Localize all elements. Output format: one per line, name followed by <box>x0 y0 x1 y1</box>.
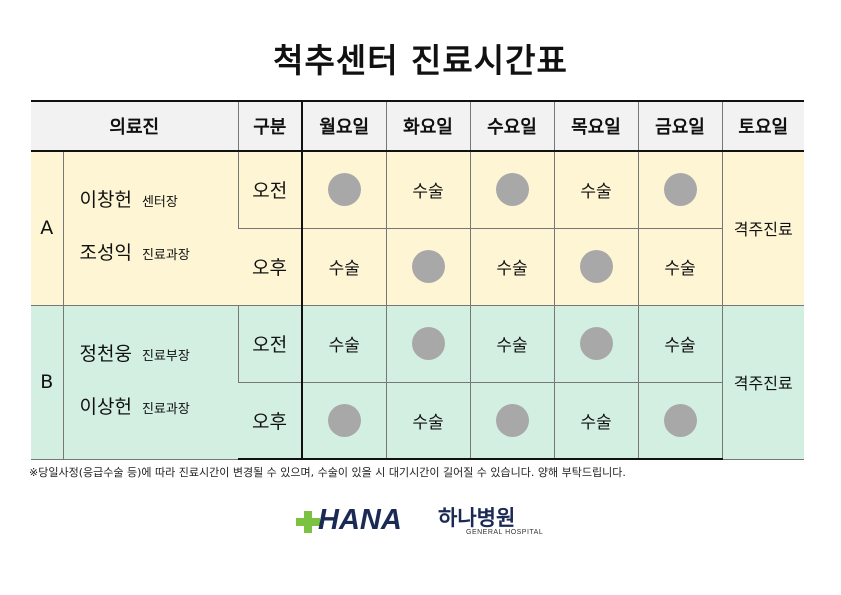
table-row: B 정천웅 진료부장 이상헌 진료과장 오전 수술 수술 수술 격주진료 <box>31 305 804 460</box>
doctor-title: 진료과장 <box>141 402 190 417</box>
header-day-mon: 월요일 <box>301 100 386 152</box>
header-day-thu: 목요일 <box>553 100 638 152</box>
slot-cell: 수술 <box>385 151 470 229</box>
schedule-table: 의료진 구분 월요일 화요일 수요일 목요일 금요일 토요일 A 이창헌 센터장 … <box>31 100 804 460</box>
clinic-dot-icon <box>327 403 361 437</box>
doctor-cell: 이창헌 센터장 조성익 진료과장 <box>62 151 238 306</box>
period-cell: 오후 <box>238 228 303 306</box>
clinic-dot-icon <box>327 173 361 207</box>
logo-brand-english: GENERAL HOSPITAL <box>466 529 544 536</box>
doctor-name: 정천웅 <box>79 343 132 365</box>
clinic-dot-icon <box>663 403 697 437</box>
header-day-fri: 금요일 <box>637 100 722 152</box>
clinic-dot-icon <box>411 327 445 360</box>
surgery-label: 수술 <box>496 336 528 356</box>
logo-brand: HANA <box>318 504 402 536</box>
clinic-dot-icon <box>495 403 529 437</box>
header-day-wed: 수요일 <box>469 100 554 152</box>
slot-cell <box>637 151 722 229</box>
surgery-label: 수술 <box>496 259 528 279</box>
period-cell: 오전 <box>237 305 303 383</box>
slot-cell: 수술 <box>469 228 554 306</box>
slot-cell: 수술 <box>553 151 638 229</box>
hospital-logo: HANA 하나병원 GENERAL HOSPITAL <box>296 503 556 539</box>
slot-cell: 수술 <box>553 382 638 460</box>
slot-cell <box>469 382 554 460</box>
doctor-title: 진료과장 <box>141 248 190 264</box>
slot-cell: 수술 <box>385 382 470 460</box>
slot-cell <box>385 228 470 306</box>
header-doctors: 의료진 <box>31 100 238 152</box>
clinic-dot-icon <box>411 250 445 283</box>
doctor-name: 이상헌 <box>79 396 132 418</box>
clinic-dot-icon <box>663 173 697 207</box>
slot-cell <box>469 151 554 229</box>
doctor-entry: 이상헌 진료과장 <box>80 382 238 435</box>
table-row: 오후 수술 수술 <box>31 382 804 460</box>
slot-cell: 수술 <box>301 305 386 383</box>
saturday-cell: 격주진료 <box>721 151 804 306</box>
doctor-name: 조성익 <box>79 242 132 265</box>
surgery-label: 수술 <box>328 336 360 356</box>
slot-cell <box>637 382 722 460</box>
surgery-label: 수술 <box>580 412 612 433</box>
footnote: ※당일사정(응급수술 등)에 따라 진료시간이 변경될 수 있으며, 수술이 있… <box>29 466 626 479</box>
page-title: 척추센터 진료시간표 <box>273 41 568 80</box>
doctor-name: 이창헌 <box>79 189 132 212</box>
slot-cell: 수술 <box>637 228 722 306</box>
header-day-sat: 토요일 <box>721 100 804 152</box>
clinic-dot-icon <box>579 327 613 360</box>
slot-cell: 수술 <box>301 228 386 306</box>
surgery-label: 수술 <box>664 259 696 279</box>
surgery-label: 수술 <box>328 259 360 279</box>
group-label: A <box>31 151 63 306</box>
header-day-tue: 화요일 <box>385 100 470 152</box>
doctor-cell: 정천웅 진료부장 이상헌 진료과장 <box>62 305 238 460</box>
doctor-entry: 이창헌 센터장 <box>80 175 238 228</box>
doctor-title: 센터장 <box>141 195 178 211</box>
saturday-cell: 격주진료 <box>721 305 804 460</box>
group-label: B <box>31 305 63 460</box>
slot-cell <box>553 305 638 383</box>
surgery-label: 수술 <box>664 336 696 356</box>
header-division: 구분 <box>237 100 303 152</box>
slot-cell <box>301 151 386 229</box>
period-cell: 오전 <box>237 151 303 229</box>
doctor-entry: 조성익 진료과장 <box>80 228 238 281</box>
period-cell: 오후 <box>238 382 303 460</box>
slot-cell: 수술 <box>637 305 722 383</box>
doctor-title: 진료부장 <box>141 349 190 364</box>
slot-cell <box>553 228 638 306</box>
clinic-dot-icon <box>495 173 529 207</box>
header-row: 의료진 구분 월요일 화요일 수요일 목요일 금요일 토요일 <box>31 100 804 152</box>
table-row: A 이창헌 센터장 조성익 진료과장 오전 수술 수술 격주진료 <box>31 151 804 306</box>
slot-cell: 수술 <box>469 305 554 383</box>
table-row: 오후 수술 수술 수술 <box>31 228 804 306</box>
logo-brand-korean: 하나병원 <box>438 506 516 530</box>
surgery-label: 수술 <box>580 182 612 203</box>
surgery-label: 수술 <box>412 412 444 433</box>
slot-cell <box>385 305 470 383</box>
medical-cross-icon <box>296 511 320 533</box>
slot-cell <box>301 382 386 460</box>
doctor-entry: 정천웅 진료부장 <box>80 329 238 382</box>
clinic-dot-icon <box>579 250 613 283</box>
surgery-label: 수술 <box>412 182 444 203</box>
